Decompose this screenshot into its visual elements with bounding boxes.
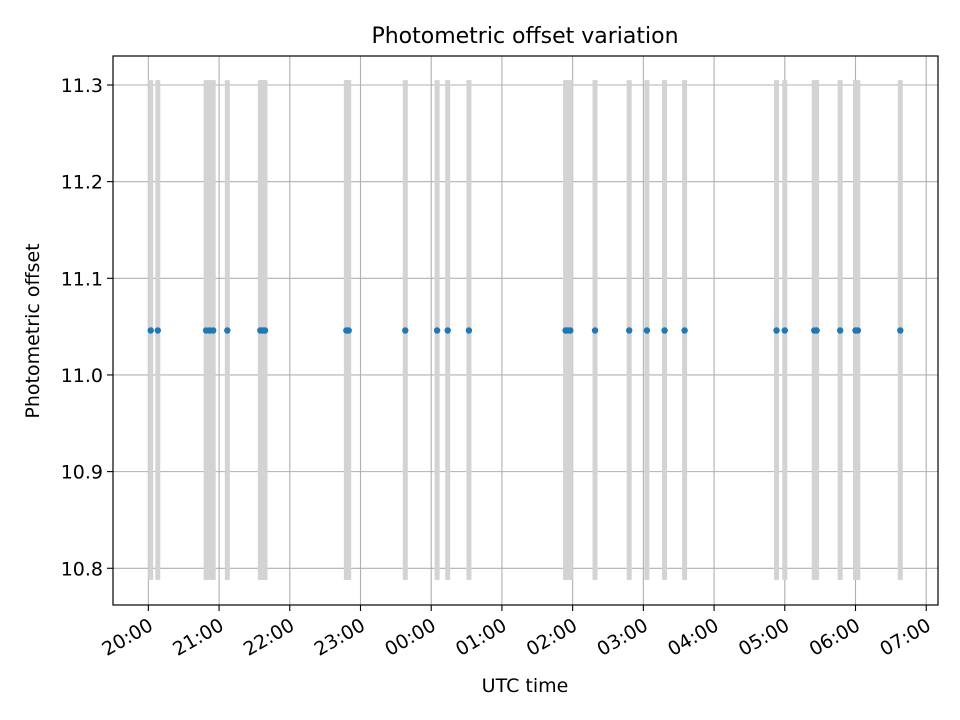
x-tick-label: 00:00 bbox=[381, 614, 439, 660]
data-point bbox=[773, 327, 780, 334]
data-point bbox=[591, 327, 599, 334]
x-tick-label: 03:00 bbox=[593, 614, 651, 660]
y-axis-label: Photometric offset bbox=[22, 243, 44, 418]
data-point bbox=[781, 327, 788, 334]
data-point bbox=[897, 327, 904, 334]
data-point bbox=[402, 327, 409, 334]
x-tick-label: 23:00 bbox=[311, 614, 369, 660]
data-point bbox=[209, 327, 217, 334]
data-point bbox=[154, 327, 161, 334]
data-point bbox=[345, 327, 352, 334]
data-points bbox=[147, 327, 904, 334]
data-point bbox=[261, 327, 269, 334]
y-axis-ticks: 10.8 10.9 11.0 11.1 11.2 11.3 bbox=[61, 75, 113, 580]
data-point bbox=[567, 327, 574, 334]
data-point bbox=[643, 327, 651, 334]
x-axis-label: UTC time bbox=[482, 675, 569, 697]
data-point bbox=[444, 327, 451, 334]
plot-area-frame bbox=[112, 55, 939, 606]
x-tick-label: 02:00 bbox=[523, 614, 581, 660]
x-tick-label: 21:00 bbox=[169, 614, 227, 660]
y-tick-label: 11.2 bbox=[61, 172, 103, 194]
x-tick-label: 22:00 bbox=[240, 614, 298, 660]
x-tick-label: 07:00 bbox=[876, 614, 934, 660]
x-axis-ticks: 20:00 21:00 22:00 23:00 00:00 01:00 02:00 03:00… bbox=[98, 605, 935, 661]
x-tick-label: 20:00 bbox=[98, 614, 156, 660]
data-point bbox=[147, 327, 154, 334]
data-point bbox=[813, 327, 820, 334]
data-point bbox=[433, 327, 441, 334]
data-point bbox=[626, 327, 633, 334]
y-tick-label: 11.0 bbox=[61, 365, 103, 387]
data-point bbox=[836, 327, 844, 334]
y-tick-label: 11.3 bbox=[61, 75, 103, 97]
chart-title: Photometric offset variation bbox=[371, 24, 678, 49]
data-point bbox=[854, 327, 862, 334]
data-point bbox=[681, 327, 688, 334]
x-tick-label: 05:00 bbox=[735, 614, 793, 660]
x-tick-label: 06:00 bbox=[806, 614, 864, 660]
y-tick-label: 11.1 bbox=[61, 268, 103, 290]
data-point bbox=[224, 327, 231, 334]
x-tick-label: 01:00 bbox=[452, 614, 510, 660]
y-tick-label: 10.8 bbox=[61, 558, 103, 580]
y-tick-label: 10.9 bbox=[61, 462, 103, 484]
x-tick-label: 04:00 bbox=[664, 614, 722, 660]
data-point bbox=[661, 327, 668, 334]
data-point bbox=[465, 327, 473, 334]
